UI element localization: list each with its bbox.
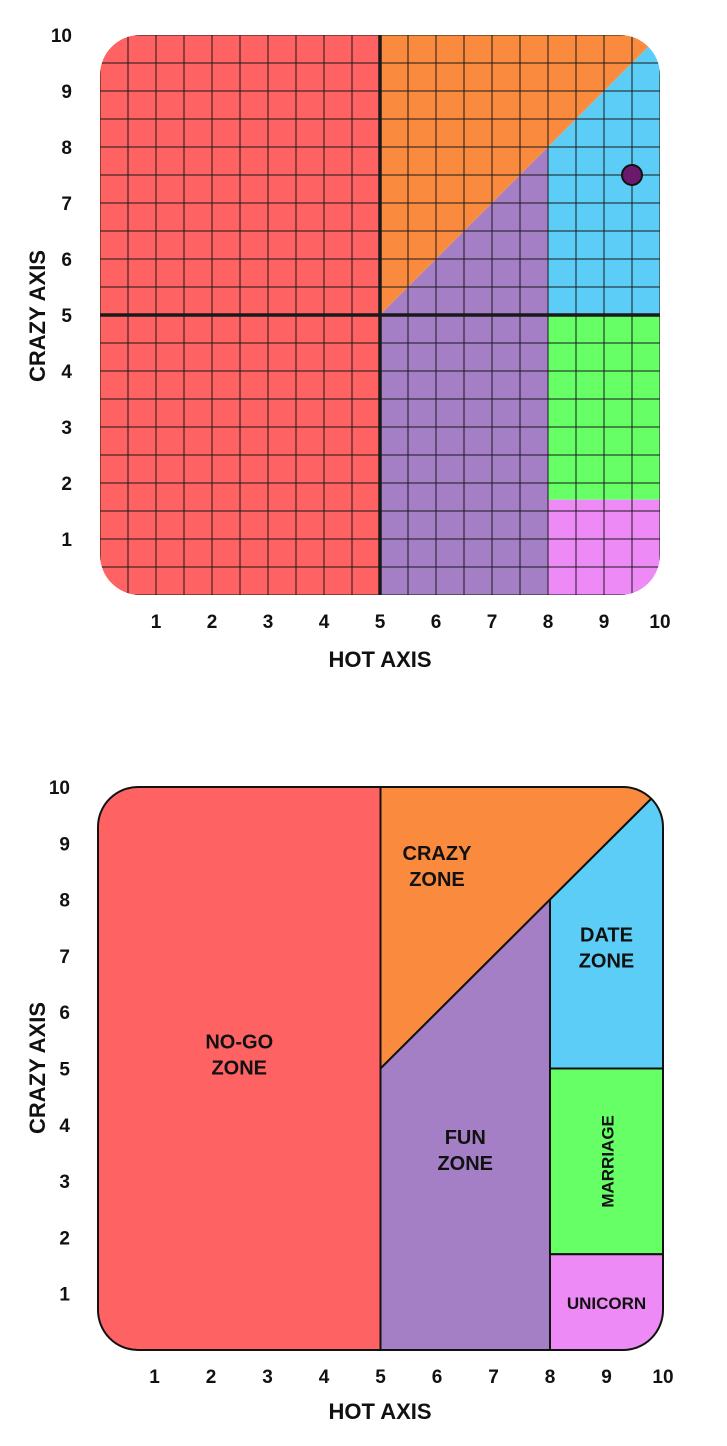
zone-label-line: ZONE [211, 1057, 267, 1079]
bottom-y-tick-7: 7 [59, 947, 70, 968]
bottom-x-tick-7: 7 [488, 1367, 499, 1388]
top-y-tick-8: 8 [61, 138, 72, 159]
zone-label-line: ZONE [579, 950, 635, 972]
bottom-chart: NO-GO ZONE CRAZY ZONE FUN ZONE DATE ZONE MARRIAG… [25, 778, 674, 1424]
top-x-tick-2: 2 [207, 612, 218, 633]
zone-label-line: DATE [580, 924, 633, 946]
top-x-tick-6: 6 [431, 612, 442, 633]
bottom-x-tick-1: 1 [149, 1367, 160, 1388]
top-x-tick-4: 4 [319, 612, 330, 633]
bottom-y-ticks: 1 2 3 4 5 6 7 8 9 10 [49, 778, 71, 1306]
zone-label-line: ZONE [409, 869, 465, 891]
top-y-tick-10: 10 [51, 26, 72, 47]
bottom-zone-labels: NO-GO ZONE CRAZY ZONE FUN ZONE DATE ZONE MARRIAG… [205, 843, 646, 1313]
zone-label-line: NO-GO [205, 1031, 273, 1053]
top-x-tick-3: 3 [263, 612, 274, 633]
bottom-x-tick-10: 10 [652, 1367, 673, 1388]
top-y-tick-9: 9 [61, 82, 72, 103]
top-chart: 1 2 3 4 5 6 7 8 9 10 1 2 3 4 5 6 7 8 9 10 HOT AXIS CRAZY A… [25, 26, 671, 672]
bottom-zones [98, 787, 663, 1350]
bottom-zone-label-unicorn: UNICORN [567, 1294, 646, 1313]
bottom-y-tick-6: 6 [59, 1003, 70, 1024]
bottom-x-tick-3: 3 [262, 1367, 273, 1388]
top-x-tick-1: 1 [151, 612, 162, 633]
top-data-point [621, 164, 643, 186]
bottom-y-axis-title: CRAZY AXIS [25, 1002, 50, 1134]
top-x-tick-9: 9 [599, 612, 610, 633]
top-y-tick-7: 7 [61, 194, 72, 215]
top-points [621, 164, 643, 186]
bottom-y-tick-1: 1 [59, 1285, 70, 1306]
bottom-x-tick-4: 4 [319, 1367, 330, 1388]
bottom-zone-label-marriage: MARRIAGE [599, 1115, 618, 1208]
top-x-tick-7: 7 [487, 612, 498, 633]
bottom-y-tick-9: 9 [59, 834, 70, 855]
top-y-tick-6: 6 [61, 250, 72, 271]
top-grid [100, 35, 660, 595]
top-y-axis-title: CRAZY AXIS [25, 250, 50, 382]
bottom-y-tick-2: 2 [59, 1228, 70, 1249]
zone-label-line: CRAZY [403, 843, 473, 865]
bottom-chart-border [97, 786, 664, 1351]
top-y-ticks: 1 2 3 4 5 6 7 8 9 10 [51, 26, 73, 551]
bottom-x-tick-9: 9 [601, 1367, 612, 1388]
bottom-zone-label-no-go: NO-GO ZONE [205, 1031, 273, 1079]
top-y-tick-2: 2 [61, 474, 72, 495]
zone-label-line: FUN [445, 1127, 486, 1149]
bottom-y-tick-8: 8 [59, 891, 70, 912]
bottom-y-tick-3: 3 [59, 1172, 70, 1193]
top-y-tick-1: 1 [61, 530, 72, 551]
bottom-y-tick-10: 10 [49, 778, 70, 799]
zone-label-line: UNICORN [567, 1294, 646, 1313]
top-x-tick-5: 5 [375, 612, 386, 633]
bottom-x-tick-8: 8 [545, 1367, 556, 1388]
bottom-y-tick-4: 4 [59, 1116, 70, 1137]
bottom-x-tick-6: 6 [432, 1367, 443, 1388]
bottom-zone-no-go [98, 787, 382, 1350]
top-x-tick-8: 8 [543, 612, 554, 633]
top-y-tick-4: 4 [61, 362, 72, 383]
zone-label-line: ZONE [437, 1153, 493, 1175]
top-y-tick-5: 5 [61, 306, 72, 327]
bottom-x-tick-5: 5 [375, 1367, 386, 1388]
bottom-y-tick-5: 5 [59, 1060, 70, 1081]
top-x-axis-title: HOT AXIS [328, 647, 431, 672]
top-x-tick-10: 10 [649, 612, 670, 633]
bottom-zone-unicorn [549, 1253, 663, 1350]
bottom-x-ticks: 1 2 3 4 5 6 7 8 9 10 [149, 1367, 673, 1388]
top-x-ticks: 1 2 3 4 5 6 7 8 9 10 [151, 612, 671, 633]
bottom-zone-label-fun: FUN ZONE [437, 1127, 493, 1175]
bottom-zone-label-crazy: CRAZY ZONE [403, 843, 473, 891]
bottom-x-tick-2: 2 [206, 1367, 217, 1388]
top-y-tick-3: 3 [61, 418, 72, 439]
zone-label-line: MARRIAGE [599, 1115, 618, 1208]
bottom-zone-label-date: DATE ZONE [579, 924, 635, 972]
bottom-x-axis-title: HOT AXIS [328, 1399, 431, 1424]
